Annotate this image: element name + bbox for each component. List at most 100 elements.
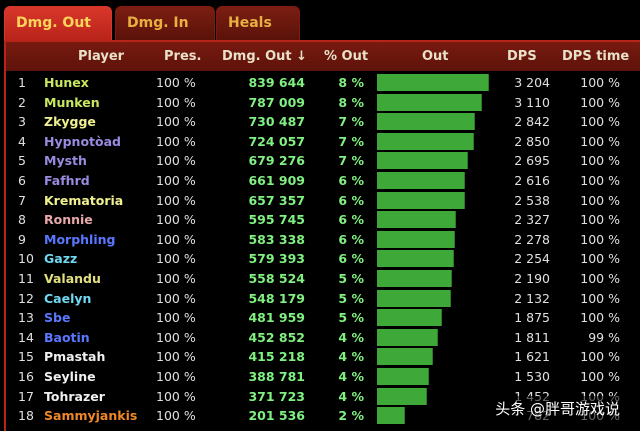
damage-out-value: 787 009 — [248, 94, 305, 110]
presence-value: 100 % — [156, 172, 196, 188]
damage-out-value: 839 644 — [248, 75, 305, 90]
row-index: 14 — [18, 329, 34, 345]
dps-value: 2 538 — [514, 192, 550, 208]
table-row[interactable]: 5 Mysth 100 % 679 276 7 % 2 695 100 % — [6, 151, 640, 171]
dps-time-value: 100 % — [580, 231, 620, 247]
dps-time-value: 100 % — [580, 349, 620, 365]
dps-time-value: 100 % — [580, 153, 620, 169]
presence-value: 100 % — [156, 349, 196, 365]
row-index: 15 — [18, 349, 34, 365]
row-index: 8 — [18, 212, 26, 228]
player-name: Gazz — [44, 251, 78, 267]
player-name: Seyline — [44, 368, 96, 384]
dps-time-value: 100 % — [580, 94, 620, 110]
player-name: Morphling — [44, 231, 116, 247]
header-dps-time[interactable]: DPS time — [562, 49, 630, 64]
damage-out-value: 724 057 — [248, 133, 305, 149]
damage-bar — [377, 230, 455, 248]
tab-dmg-out[interactable]: Dmg. Out — [4, 6, 112, 40]
damage-out-value: 730 487 — [248, 114, 305, 130]
presence-value: 100 % — [156, 408, 196, 424]
presence-value: 100 % — [156, 212, 196, 228]
header-player[interactable]: Player — [78, 49, 125, 64]
player-name: Hunex — [44, 75, 89, 90]
percent-out-value: 8 % — [338, 75, 364, 90]
dps-value: 3 110 — [514, 94, 550, 110]
percent-out-value: 5 % — [338, 290, 364, 306]
player-name: Munken — [44, 94, 100, 110]
header-dmg-out[interactable]: Dmg. Out ↓ — [222, 49, 308, 64]
presence-value: 100 % — [156, 133, 196, 149]
damage-out-value: 201 536 — [248, 408, 305, 424]
damage-bar — [377, 289, 451, 307]
row-index: 11 — [18, 270, 34, 286]
row-index: 10 — [18, 251, 34, 267]
damage-bar — [377, 171, 465, 189]
damage-bar — [377, 113, 475, 131]
dps-time-value: 100 % — [580, 133, 620, 149]
presence-value: 100 % — [156, 368, 196, 384]
dps-time-value: 100 % — [580, 212, 620, 228]
damage-out-value: 657 357 — [248, 192, 305, 208]
table-row[interactable]: 8 Ronnie 100 % 595 745 6 % 2 327 100 % — [6, 210, 640, 230]
damage-bar — [377, 269, 452, 287]
percent-out-value: 8 % — [338, 94, 364, 110]
table-row[interactable]: 11 Valandu 100 % 558 524 5 % 2 190 100 % — [6, 269, 640, 289]
table-row[interactable]: 9 Morphling 100 % 583 338 6 % 2 278 100 % — [6, 230, 640, 250]
player-name: Baotin — [44, 329, 90, 345]
row-index: 4 — [18, 133, 26, 149]
header-dps[interactable]: DPS — [507, 49, 537, 64]
table-row[interactable]: 1 Hunex 100 % 839 644 8 % 3 204 100 % — [6, 73, 640, 93]
tab-heals[interactable]: Heals — [216, 6, 300, 40]
table-row[interactable]: 2 Munken 100 % 787 009 8 % 3 110 100 % — [6, 93, 640, 113]
damage-out-value: 415 218 — [248, 349, 305, 365]
row-index: 12 — [18, 290, 34, 306]
row-index: 1 — [18, 75, 26, 90]
percent-out-value: 6 % — [338, 172, 364, 188]
damage-bar — [377, 407, 405, 425]
damage-out-value: 661 909 — [248, 172, 305, 188]
damage-meter-panel: Player Pres. Dmg. Out ↓ % Out Out DPS DP… — [4, 40, 640, 431]
row-index: 13 — [18, 310, 34, 326]
header-pct-out[interactable]: % Out — [324, 49, 369, 64]
damage-out-value: 595 745 — [248, 212, 305, 228]
percent-out-value: 4 % — [338, 349, 364, 365]
dps-time-value: 100 % — [580, 270, 620, 286]
table-row[interactable]: 13 Sbe 100 % 481 959 5 % 1 875 100 % — [6, 308, 640, 328]
damage-out-value: 548 179 — [248, 290, 305, 306]
presence-value: 100 % — [156, 290, 196, 306]
dps-time-value: 100 % — [580, 310, 620, 326]
dps-value: 2 132 — [514, 290, 550, 306]
header-out[interactable]: Out — [422, 49, 449, 64]
table-row[interactable]: 10 Gazz 100 % 579 393 6 % 2 254 100 % — [6, 249, 640, 269]
table-row[interactable]: 3 Zkygge 100 % 730 487 7 % 2 842 100 % — [6, 112, 640, 132]
presence-value: 100 % — [156, 388, 196, 404]
row-index: 9 — [18, 231, 26, 247]
dps-value: 1 875 — [514, 310, 550, 326]
dps-time-value: 100 % — [580, 192, 620, 208]
table-row[interactable]: 12 Caelyn 100 % 548 179 5 % 2 132 100 % — [6, 289, 640, 309]
presence-value: 100 % — [156, 114, 196, 130]
header-pres[interactable]: Pres. — [164, 49, 202, 64]
presence-value: 100 % — [156, 310, 196, 326]
table-row[interactable]: 14 Baotin 100 % 452 852 4 % 1 811 99 % — [6, 328, 640, 348]
row-index: 2 — [18, 94, 26, 110]
percent-out-value: 5 % — [338, 270, 364, 286]
presence-value: 100 % — [156, 329, 196, 345]
table-row[interactable]: 15 Pmastah 100 % 415 218 4 % 1 621 100 % — [6, 347, 640, 367]
table-header: Player Pres. Dmg. Out ↓ % Out Out DPS DP… — [6, 42, 640, 71]
damage-bar — [377, 93, 482, 111]
presence-value: 100 % — [156, 75, 196, 90]
table-row[interactable]: 16 Seyline 100 % 388 781 4 % 1 530 100 % — [6, 367, 640, 387]
damage-bar — [377, 74, 489, 91]
tab-dmg-in[interactable]: Dmg. In — [115, 6, 215, 40]
percent-out-value: 4 % — [338, 368, 364, 384]
table-row[interactable]: 7 Krematoria 100 % 657 357 6 % 2 538 100 % — [6, 191, 640, 211]
table-row[interactable]: 6 Fafhrd 100 % 661 909 6 % 2 616 100 % — [6, 171, 640, 191]
percent-out-value: 7 % — [338, 153, 364, 169]
damage-bar — [377, 348, 433, 366]
table-row[interactable]: 4 Hypnotòad 100 % 724 057 7 % 2 850 100 % — [6, 132, 640, 152]
percent-out-value: 5 % — [338, 310, 364, 326]
dps-value: 3 204 — [514, 75, 550, 90]
dps-value: 2 327 — [514, 212, 550, 228]
